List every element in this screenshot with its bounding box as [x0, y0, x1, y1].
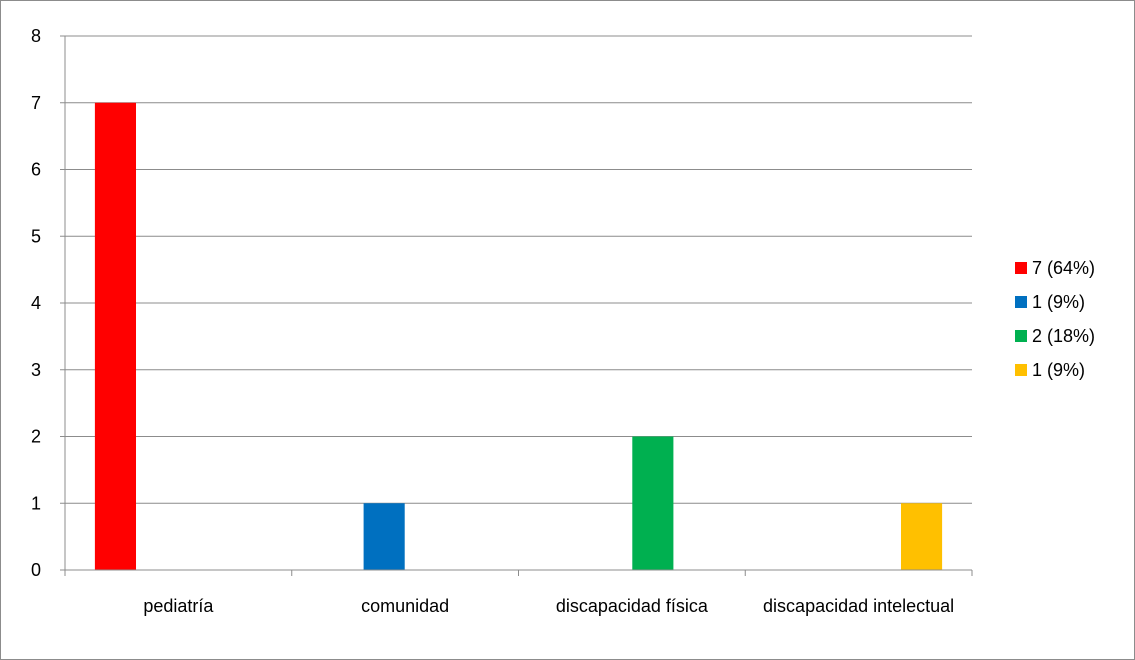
x-tick-label: pediatría [143, 596, 214, 616]
legend-label: 1 (9%) [1032, 359, 1086, 380]
legend-item: 1 (9%) [1015, 285, 1130, 319]
legend-swatch-green [1015, 330, 1027, 342]
legend: 7 (64%) 1 (9%) 2 (18%) 1 (9%) [1015, 251, 1130, 387]
x-tick-label: comunidad [361, 596, 449, 616]
legend-label: 1 (9%) [1032, 291, 1086, 312]
x-tick-label: discapacidad física [556, 596, 709, 616]
legend-item: 7 (64%) [1015, 251, 1130, 285]
y-tick-label: 2 [31, 427, 41, 447]
x-axis-tick-labels: pediatría comunidad discapacidad física dis… [143, 596, 954, 616]
y-axis-tick-labels: 0 1 2 3 4 5 6 7 8 [31, 26, 65, 580]
y-tick-label: 3 [31, 360, 41, 380]
y-tick-label: 4 [31, 293, 41, 313]
bar [632, 436, 674, 570]
legend-item: 2 (18%) [1015, 319, 1130, 353]
y-tick-label: 7 [31, 93, 41, 113]
y-tick-label: 0 [31, 560, 41, 580]
bar [363, 503, 405, 570]
bar [94, 102, 137, 570]
legend-swatch-yellow [1015, 364, 1027, 376]
legend-label: 7 (64%) [1032, 257, 1096, 278]
y-tick-label: 1 [31, 493, 41, 513]
axes [64, 36, 973, 576]
bars [94, 102, 943, 570]
x-tick-label: discapacidad intelectual [763, 596, 954, 616]
y-tick-label: 5 [31, 226, 41, 246]
gridlines [65, 35, 972, 504]
legend-swatch-red [1015, 262, 1027, 274]
legend-swatch-blue [1015, 296, 1027, 308]
y-tick-label: 6 [31, 160, 41, 180]
y-tick-label: 8 [31, 26, 41, 46]
legend-item: 1 (9%) [1015, 353, 1130, 387]
legend-label: 2 (18%) [1032, 325, 1096, 346]
bar [900, 503, 943, 570]
